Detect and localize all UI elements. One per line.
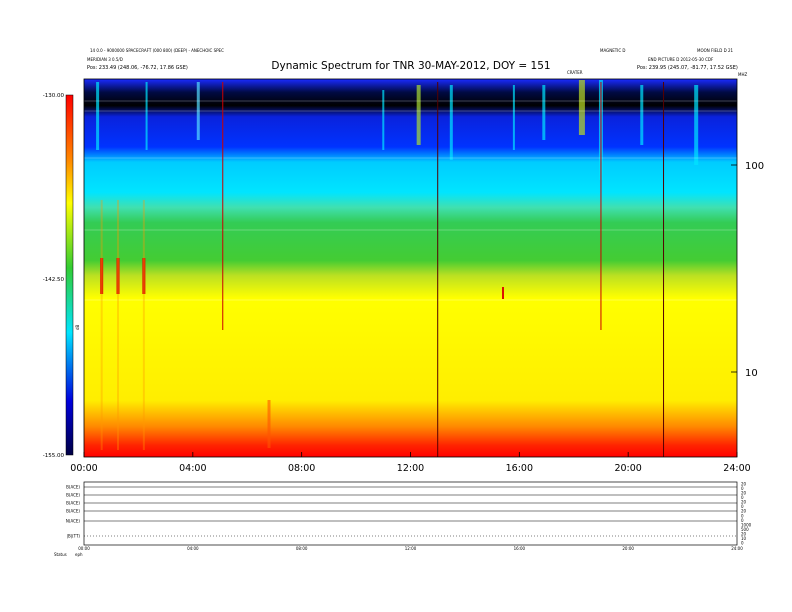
x-tick-label: 16:00	[506, 463, 533, 474]
sub-x-tick-label: 08:00	[296, 546, 308, 551]
sub-panel-right-tick: 20	[741, 482, 747, 487]
burst-mark	[502, 287, 505, 299]
sub-panel-label: |B|(TT)	[67, 534, 81, 539]
sub-panel-right-tick: 0	[741, 513, 744, 518]
colorbar-label: dB	[75, 324, 80, 330]
spectrogram-streak	[542, 85, 546, 140]
spectrogram-streak	[449, 85, 453, 160]
spectrogram-streak	[640, 85, 644, 145]
header-right-1: MAGNETIC D	[600, 48, 626, 53]
sub-panel-right-tick: 1000	[741, 522, 752, 527]
colorbar-tick-top: -130.00	[43, 93, 65, 99]
header-left-3: Pos: 233.49 (248.06, -76.72, 17.86 GSE)	[87, 65, 188, 71]
burst-trail	[142, 200, 145, 450]
header-right-3: END PICTURE D 2012-05-30 CDF	[648, 57, 714, 62]
x-tick-label: 24:00	[723, 463, 750, 474]
y-axis-right: 100 10	[731, 161, 764, 379]
sub-x-tick-label: 16:00	[514, 546, 526, 551]
sub-panels: B(ACE)B(ACE)B(ACE)B(ACE)N(ACE)|B|(TT)200…	[66, 482, 752, 552]
x-tick-label: 00:00	[70, 463, 97, 474]
corner-label: MHZ	[738, 72, 747, 77]
sub-panel-right-tick: 20	[741, 509, 747, 514]
x-tick-label: 04:00	[179, 463, 206, 474]
footer-label: Status	[54, 552, 67, 557]
x-tick-label: 12:00	[397, 463, 424, 474]
chart-title: Dynamic Spectrum for TNR 30-MAY-2012, DO…	[271, 60, 550, 72]
burst-trail	[100, 200, 103, 450]
burst-trail	[117, 200, 120, 450]
sub-panel-right-tick: 20	[741, 491, 747, 496]
colorbar	[65, 94, 74, 456]
spectrogram-streak	[382, 90, 385, 150]
sub-x-tick-label: 00:00	[78, 546, 90, 551]
colorbar-tick-bottom: -155.00	[43, 453, 65, 459]
header-left-2: MERIDIAN 3 0.5/D	[87, 57, 123, 62]
x-tick-label: 20:00	[614, 463, 641, 474]
sub-panel-frame	[83, 481, 738, 546]
sub-panel-label: B(ACE)	[66, 485, 80, 490]
y-tick-10: 10	[745, 368, 758, 379]
sub-x-tick-label: 20:00	[622, 546, 634, 551]
sub-panel-right-tick: 0	[741, 518, 744, 523]
sub-panel-right-tick: 0	[741, 504, 744, 509]
sub-panel-right-tick: 0	[741, 495, 744, 500]
sub-panel-label: B(ACE)	[66, 493, 80, 498]
sub-panel-label: N(ACE)	[66, 519, 81, 524]
sub-x-tick-label: 24:00	[731, 546, 743, 551]
header-left-1: 14 0.0 - 9000000 SPACECRAFT (000 800) (D…	[90, 48, 224, 53]
sub-panel-right-tick: 0	[741, 541, 744, 546]
sub-panel-right-tick: 500	[741, 527, 749, 532]
sub-x-tick-label: 04:00	[187, 546, 199, 551]
spectrogram-streak	[578, 80, 585, 135]
event-label: CRATER	[567, 70, 583, 75]
sub-panel-right-tick: 20	[741, 500, 747, 505]
sub-x-tick-label: 12:00	[405, 546, 417, 551]
spectrogram-streak	[512, 85, 515, 150]
sub-panel-right-tick: 0	[741, 486, 744, 491]
spectrogram-streak	[145, 82, 148, 150]
sub-panel-label: B(ACE)	[66, 509, 80, 514]
header-right-2: MOON FIELD D 21	[697, 48, 733, 53]
sub-panel-right-tick: 10	[741, 536, 747, 541]
burst-mark	[116, 258, 120, 294]
colorbar-tick-mid: -142.50	[43, 277, 65, 283]
x-tick-label: 08:00	[288, 463, 315, 474]
footer-value: eph	[75, 552, 83, 557]
spectrogram-streak	[416, 85, 421, 145]
sub-panel-right-tick: 20	[741, 531, 747, 536]
burst-mark	[100, 258, 104, 294]
vertical-markers	[222, 82, 665, 457]
spectrogram-streak	[694, 85, 699, 165]
burst-mark	[142, 258, 146, 294]
burst-mark	[267, 400, 271, 448]
y-tick-100: 100	[745, 161, 764, 172]
sub-panel-label: B(ACE)	[66, 501, 80, 506]
header-right-4: Pos: 239.95 (245.07, -81.77, 17.52 GSE)	[637, 65, 738, 71]
spectrogram-streak	[196, 82, 200, 140]
spectrogram-streak	[96, 82, 100, 150]
x-axis: 00:00 04:00 08:00 12:00 16:00 20:00 24:00	[70, 452, 751, 474]
spectrogram-background	[84, 79, 737, 457]
